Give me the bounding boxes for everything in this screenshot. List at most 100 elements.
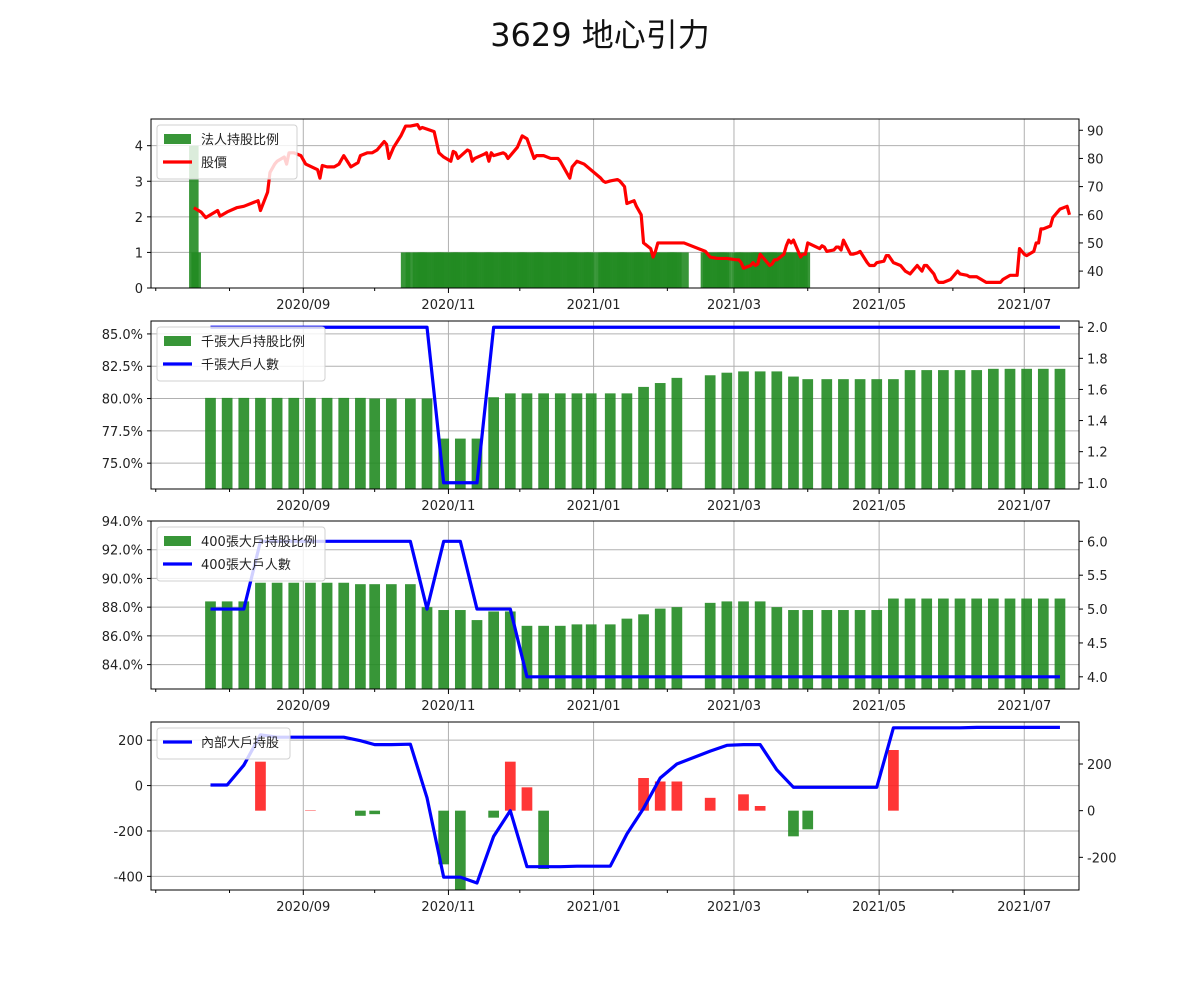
bar: [221, 601, 233, 689]
y-tick-label-right: 2.0: [1087, 321, 1108, 336]
bar: [721, 372, 733, 489]
y-tick-label-right: 1.2: [1087, 446, 1108, 461]
bar: [1037, 368, 1049, 489]
legend-box: [156, 526, 326, 582]
bar: [221, 397, 233, 489]
bar: [338, 582, 350, 689]
plot-frame: [150, 320, 1080, 490]
y-tick-label-right: 5.0: [1087, 603, 1108, 618]
bar: [521, 625, 533, 689]
bar: [638, 778, 649, 811]
legend-label: 內部大戶持股: [201, 736, 279, 751]
y-tick-label-left: 0: [135, 780, 143, 795]
y-tick-label-left: 92.0%: [102, 544, 143, 559]
y-tick-label-right: 90: [1087, 124, 1104, 139]
bar: [385, 584, 397, 689]
bar: [722, 252, 732, 288]
y-tick-label-left: 86.0%: [102, 630, 143, 645]
bar: [488, 611, 499, 689]
bar: [788, 252, 799, 288]
bar: [704, 602, 716, 689]
x-tick-label: 2020/09: [276, 900, 330, 915]
y-tick-label-right: 0: [1087, 805, 1095, 820]
bar: [305, 397, 316, 489]
plot-frame: [150, 118, 1080, 289]
bar: [321, 397, 333, 489]
bar: [704, 375, 716, 489]
y-tick-label-left: -400: [113, 870, 143, 885]
bar: [904, 598, 916, 689]
bar: [554, 625, 566, 689]
chart-panel-1: 2020/09 2020/11 2021/01 2021/03 2021/05 2021/…: [135, 118, 1104, 313]
bar: [638, 386, 649, 489]
x-tick-label: 2020/09: [276, 499, 330, 514]
x-tick-label: 2021/05: [852, 699, 906, 714]
bar: [191, 252, 201, 288]
bar: [679, 252, 689, 288]
bar: [904, 370, 916, 489]
bar: [821, 610, 833, 689]
x-tick-label: 2021/07: [997, 298, 1051, 313]
y-tick-label-left: 88.0%: [102, 601, 143, 616]
bar: [738, 252, 749, 288]
legend-box: [156, 124, 298, 180]
bar: [271, 397, 283, 489]
bar: [638, 614, 649, 689]
bar: [585, 393, 597, 489]
bar-series: [189, 145, 811, 288]
bar: [754, 601, 766, 689]
bar: [671, 377, 683, 489]
bar: [1054, 368, 1066, 489]
x-tick-label: 2021/03: [707, 900, 761, 915]
bar: [369, 584, 381, 689]
bar: [305, 582, 316, 689]
bar: [754, 371, 766, 489]
y-tick-label-left: 82.5%: [102, 360, 143, 375]
x-axis-ticks: [155, 890, 1025, 895]
bar: [355, 397, 366, 489]
chart-panels: 2020/09 2020/11 2021/01 2021/03 2021/05 2021/…: [102, 118, 1117, 915]
bar: [654, 383, 666, 489]
series-line: [210, 325, 1060, 485]
bar: [821, 379, 833, 489]
bar: [288, 397, 300, 489]
bar: [1037, 598, 1049, 689]
bar: [854, 610, 866, 689]
x-axis-ticks: [155, 689, 1025, 694]
bar: [971, 370, 983, 489]
bar: [854, 379, 866, 489]
y-tick-label-left: 80.0%: [102, 393, 143, 408]
bar: [421, 398, 433, 489]
x-tick-label: 2020/11: [421, 499, 475, 514]
y-tick-label-left: 1: [135, 246, 143, 261]
bar: [571, 393, 583, 489]
x-tick-label: 2021/03: [707, 298, 761, 313]
bar: [572, 252, 582, 288]
x-tick-label: 2021/05: [852, 298, 906, 313]
bar: [454, 438, 466, 489]
x-tick-label: 2020/11: [421, 699, 475, 714]
bar: [671, 607, 683, 689]
bar: [505, 252, 516, 288]
bar: [954, 598, 966, 689]
y-tick-label-left: 84.0%: [102, 659, 143, 674]
bar: [802, 610, 814, 689]
bar: [421, 607, 433, 689]
legend-label: 千張大戶持股比例: [201, 335, 305, 350]
x-tick-label: 2021/07: [997, 699, 1051, 714]
bar: [438, 252, 449, 288]
chart-panel-4: 2020/09 2020/11 2021/01 2021/03 2021/05 2021/…: [113, 721, 1117, 915]
bar-series: [205, 582, 1066, 689]
bar: [488, 252, 499, 288]
bar: [802, 379, 814, 489]
bar: [585, 624, 597, 689]
bar: [504, 611, 516, 689]
bar: [369, 810, 381, 815]
bar: [271, 582, 283, 689]
x-tick-label: 2021/07: [997, 900, 1051, 915]
bar: [1021, 598, 1033, 689]
series-line: [210, 725, 1060, 885]
bar: [471, 620, 483, 689]
y-tick-label-right: -200: [1087, 851, 1117, 866]
